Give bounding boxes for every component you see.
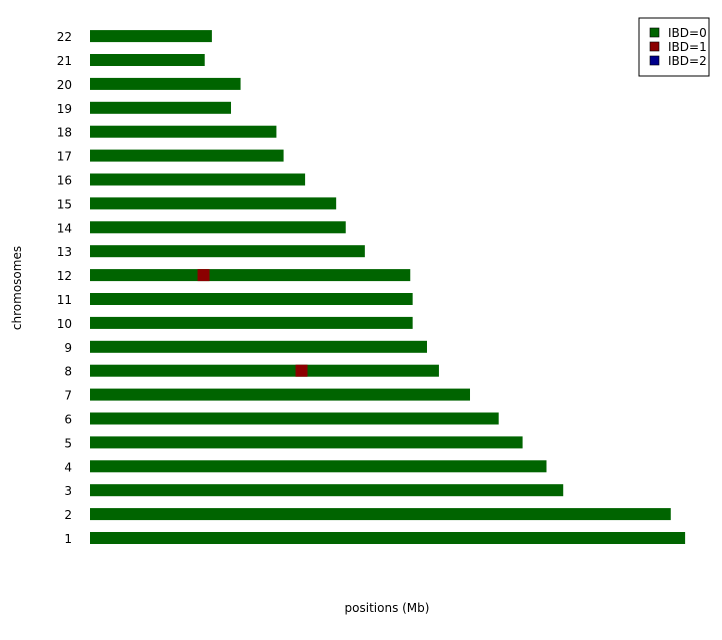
chromosome-bar-5 [90, 436, 523, 449]
y-tick-label-5: 5 [64, 436, 72, 450]
legend-swatch-ibd2 [649, 55, 660, 66]
legend-swatch-ibd0 [649, 27, 660, 38]
y-tick-label-15: 15 [57, 197, 72, 211]
y-tick-label-1: 1 [64, 532, 72, 546]
chromosome-bar-22 [90, 30, 212, 43]
y-tick-label-19: 19 [57, 102, 72, 116]
chromosome-bar-21 [90, 54, 205, 66]
y-tick-label-10: 10 [57, 317, 72, 331]
chromosome-bar-3 [90, 484, 564, 497]
chromosome-bar-11 [90, 293, 413, 305]
chromosome-bar-16 [90, 173, 306, 186]
y-tick-label-7: 7 [64, 389, 72, 403]
chromosome-bar-15 [90, 197, 337, 210]
y-tick-label-2: 2 [64, 508, 72, 522]
legend-label-ibd2: IBD=2 [668, 54, 707, 68]
x-axis-label: positions (Mb) [345, 601, 430, 615]
legend-label-ibd0: IBD=0 [668, 26, 707, 40]
y-tick-label-22: 22 [57, 30, 72, 44]
chromosome-bar-18 [90, 125, 277, 138]
y-tick-label-20: 20 [57, 78, 72, 92]
y-axis-label: chromosomes [10, 246, 24, 330]
y-tick-label-14: 14 [57, 221, 72, 235]
y-tick-label-18: 18 [57, 126, 72, 140]
chromosome-bar-2 [90, 508, 671, 521]
legend: IBD=0 IBD=1 IBD=2 [638, 17, 710, 77]
chromosome-bar-12 [90, 269, 411, 282]
chromosome-bar-8 [90, 364, 439, 377]
y-tick-label-3: 3 [64, 484, 72, 498]
chromosome-bar-10 [90, 316, 413, 329]
chromosome-bar-19 [90, 101, 232, 114]
chromosome-bar-7 [90, 388, 471, 401]
legend-swatch-ibd1 [649, 41, 660, 52]
chromosome-bar-17 [90, 149, 284, 162]
y-tick-label-6: 6 [64, 413, 72, 427]
chromosome-bar-20 [90, 77, 241, 90]
y-tick-label-21: 21 [57, 54, 72, 68]
ibd-segments [197, 269, 308, 377]
legend-label-ibd1: IBD=1 [668, 40, 707, 54]
y-tick-label-17: 17 [57, 150, 72, 164]
chromosome-bar-14 [90, 221, 346, 234]
chromosome-bars [90, 30, 686, 544]
chromosome-bar-9 [90, 340, 427, 353]
y-tick-label-16: 16 [57, 174, 72, 188]
chromosome-bar-6 [90, 412, 499, 425]
chromosome-bar-13 [90, 245, 365, 258]
chromosome-bar-1 [90, 532, 686, 544]
y-tick-label-9: 9 [64, 341, 72, 355]
ibd-segment-chr12 [197, 269, 210, 282]
y-tick-label-13: 13 [57, 245, 72, 259]
y-tick-label-12: 12 [57, 269, 72, 283]
y-tick-label-8: 8 [64, 365, 72, 379]
chromosome-bar-4 [90, 460, 547, 473]
ibd-segment-chr8 [295, 364, 308, 377]
y-tick-label-11: 11 [57, 293, 72, 307]
y-tick-label-4: 4 [64, 460, 72, 474]
